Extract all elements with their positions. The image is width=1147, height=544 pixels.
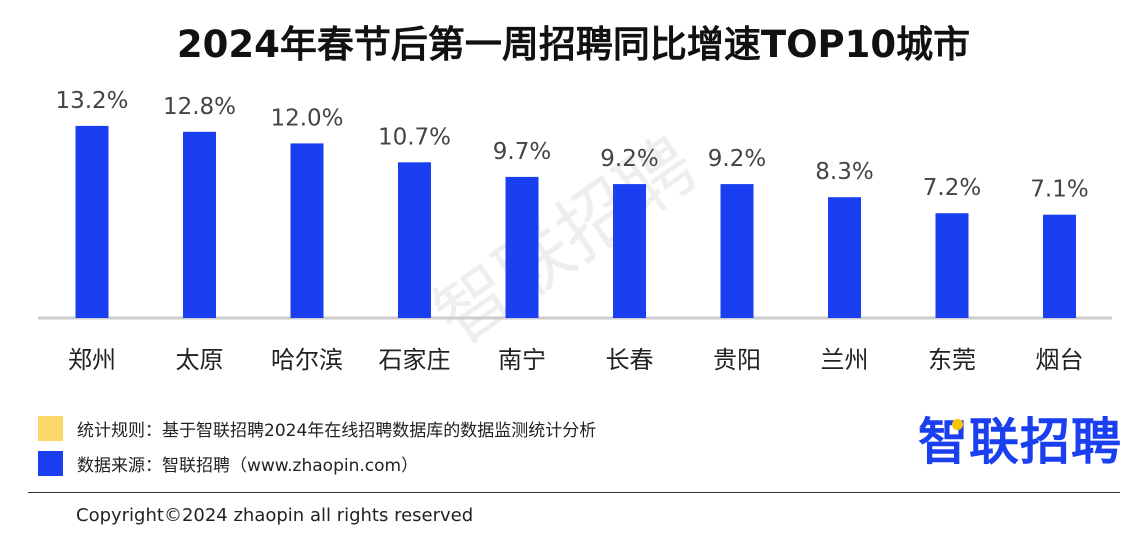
data-source-swatch — [38, 450, 63, 476]
bar-1 — [183, 131, 216, 318]
bars-group — [75, 125, 1076, 319]
value-label-0: 13.2% — [55, 88, 128, 114]
bar-4 — [505, 176, 539, 318]
value-label-8: 7.2% — [923, 175, 981, 201]
value-label-9: 7.1% — [1030, 177, 1088, 203]
bar-9 — [1043, 214, 1076, 318]
copyright-text: Copyright©2024 zhaopin all rights reserv… — [76, 505, 474, 526]
category-label-1: 太原 — [176, 346, 224, 374]
data-source-note: 数据来源：智联招聘（www.zhaopin.com） — [38, 450, 418, 476]
zhaopin-logo: 智联招聘 — [918, 413, 1122, 471]
category-label-7: 兰州 — [821, 346, 869, 374]
category-label-3: 石家庄 — [379, 346, 451, 374]
category-label-6: 贵阳 — [713, 346, 761, 374]
data-source-text: 数据来源：智联招聘（www.zhaopin.com） — [77, 455, 419, 476]
bar-3 — [398, 162, 431, 318]
category-label-2: 哈尔滨 — [271, 346, 343, 374]
value-labels-group: 13.2% 12.8% 12.0% 10.7% 9.7% 9.2% 9.2% 8.3% 7.2%… — [55, 88, 1088, 203]
value-label-3: 10.7% — [378, 124, 451, 150]
stat-rule-swatch — [38, 415, 63, 441]
logo-dot-icon — [952, 419, 963, 430]
value-label-1: 12.8% — [163, 94, 236, 120]
category-label-5: 长春 — [606, 346, 654, 374]
bar-2 — [290, 143, 324, 318]
value-label-2: 12.0% — [270, 105, 343, 131]
value-label-4: 9.7% — [493, 139, 551, 165]
footer-divider — [28, 492, 1120, 493]
value-label-7: 8.3% — [815, 159, 873, 185]
category-label-0: 郑州 — [68, 346, 116, 374]
chart-title: 2024年春节后第一周招聘同比增速TOP10城市 — [176, 23, 971, 66]
category-label-8: 东莞 — [928, 346, 976, 374]
bar-7 — [828, 197, 861, 318]
bar-chart: 智联招聘 13.2% 12.8% 12.0% 10.7% 9.7% 9.2% 9.2% 8.3… — [38, 88, 1112, 374]
category-label-4: 南宁 — [498, 346, 546, 374]
category-label-9: 烟台 — [1036, 346, 1084, 374]
bar-8 — [935, 213, 969, 318]
value-label-6: 9.2% — [708, 146, 766, 172]
bar-5 — [613, 184, 646, 318]
category-labels-group: 郑州 太原 哈尔滨 石家庄 南宁 长春 贵阳 兰州 东莞 烟台 — [68, 346, 1084, 374]
bar-0 — [75, 125, 109, 319]
stat-rule-text: 统计规则：基于智联招聘2024年在线招聘数据库的数据监测统计分析 — [77, 420, 597, 441]
bar-6 — [720, 184, 754, 318]
stat-rule-note: 统计规则：基于智联招聘2024年在线招聘数据库的数据监测统计分析 — [38, 415, 596, 441]
watermark: 智联招聘 — [420, 121, 712, 361]
value-label-5: 9.2% — [600, 146, 658, 172]
